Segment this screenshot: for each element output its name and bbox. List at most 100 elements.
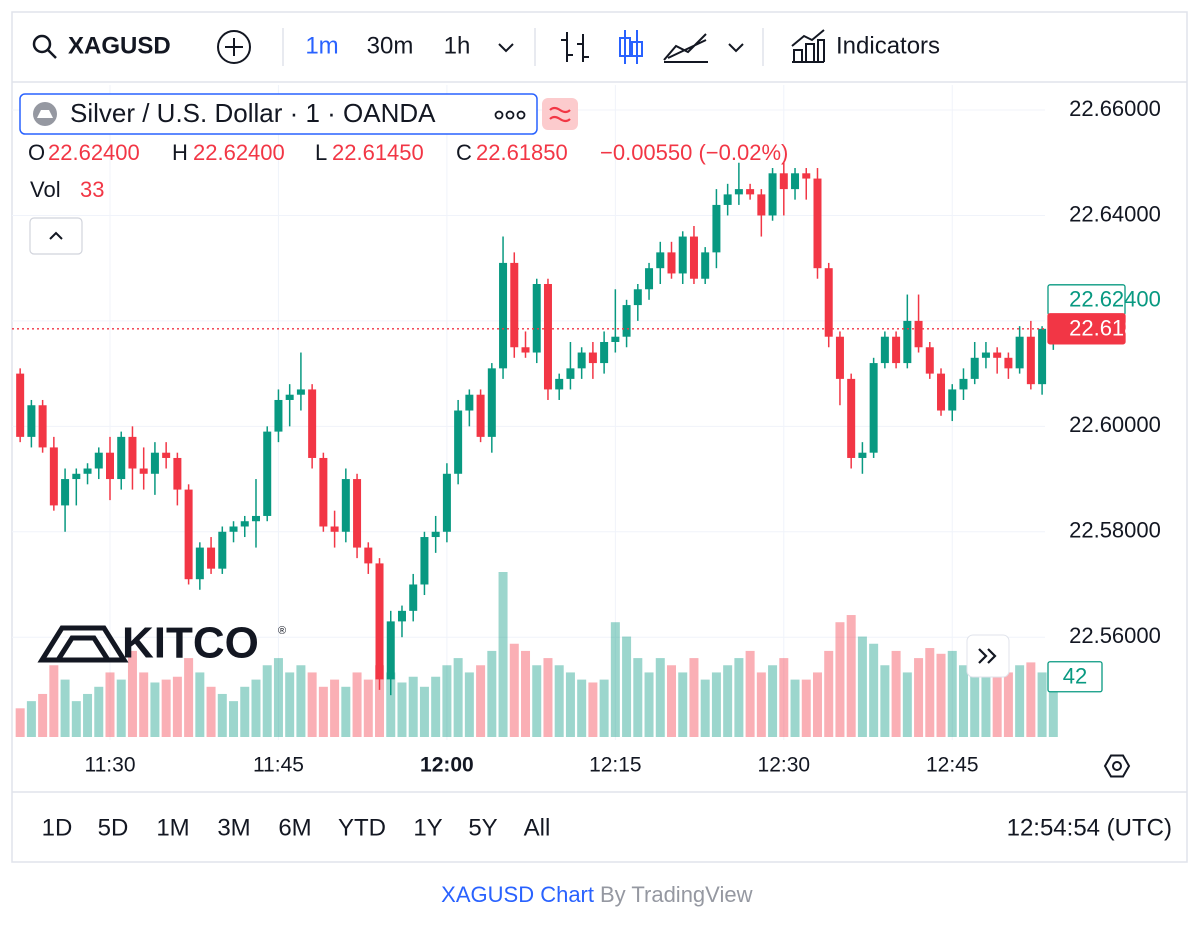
grid bbox=[12, 85, 1045, 740]
candle-body bbox=[117, 436, 126, 480]
volume-bar bbox=[565, 672, 575, 737]
search-icon[interactable] bbox=[32, 34, 52, 54]
volume-bar bbox=[947, 650, 957, 737]
volume-bar bbox=[992, 665, 1002, 737]
candle-body bbox=[386, 621, 395, 680]
volume-bar bbox=[464, 672, 474, 737]
volume-bar bbox=[700, 679, 710, 737]
footer-link[interactable]: XAGUSD Chart bbox=[441, 882, 594, 907]
volume-bar bbox=[577, 679, 587, 737]
range-button[interactable]: YTD bbox=[338, 814, 386, 841]
volume-bar bbox=[273, 658, 283, 737]
volume-key: Vol bbox=[30, 177, 61, 202]
symbol-box[interactable] bbox=[19, 93, 538, 135]
x-tick-label: 12:00 bbox=[420, 754, 474, 777]
plus-icon bbox=[225, 38, 243, 56]
ohlc-value: 22.62400 bbox=[48, 140, 140, 165]
range-button[interactable]: 6M bbox=[278, 814, 311, 841]
volume-bar bbox=[352, 672, 362, 737]
volume-bar bbox=[296, 665, 306, 737]
volume-bar bbox=[667, 665, 676, 737]
collapse-legend[interactable] bbox=[29, 217, 83, 255]
volume-bar bbox=[1003, 672, 1013, 737]
candle-body bbox=[454, 410, 463, 474]
candle-body bbox=[903, 320, 912, 364]
symbol-logo-mark bbox=[37, 110, 53, 118]
interval[interactable]: 30m bbox=[367, 32, 414, 59]
candles-style[interactable] bbox=[619, 37, 631, 57]
candle-body bbox=[442, 473, 451, 532]
x-tick-label: 12:15 bbox=[589, 754, 642, 777]
candle-body bbox=[184, 489, 193, 580]
y-tick-label: 22.60000 bbox=[1069, 412, 1161, 437]
scroll-to-realtime[interactable] bbox=[966, 634, 1010, 678]
candle-body bbox=[813, 178, 822, 269]
interval[interactable]: 1h bbox=[444, 32, 471, 59]
candle-body bbox=[678, 236, 687, 274]
volume-bar bbox=[768, 665, 778, 737]
price-label: 22.62400 bbox=[1069, 287, 1161, 312]
candle-body bbox=[72, 473, 81, 480]
symbol[interactable]: XAGUSD bbox=[68, 32, 171, 59]
candle-body bbox=[375, 563, 384, 680]
candle-body bbox=[487, 368, 496, 437]
market-status[interactable] bbox=[542, 98, 578, 130]
candle-body bbox=[397, 610, 406, 622]
range-button[interactable]: 3M bbox=[217, 814, 250, 841]
indicators-button[interactable]: Indicators bbox=[836, 32, 940, 59]
range-button[interactable]: 5Y bbox=[468, 814, 497, 841]
interval-menu[interactable] bbox=[498, 43, 514, 53]
volume-bar bbox=[386, 672, 396, 737]
x-tick-label: 12:30 bbox=[758, 754, 811, 777]
volume-bar bbox=[835, 622, 845, 737]
y-tick-label: 22.64000 bbox=[1069, 201, 1161, 226]
volume-bar bbox=[49, 665, 59, 737]
volume-bar bbox=[756, 672, 766, 737]
volume-bar bbox=[678, 672, 688, 737]
ohlc-value: 22.61450 bbox=[332, 140, 424, 165]
candle-body bbox=[847, 378, 856, 458]
volume-bar bbox=[970, 658, 980, 737]
compare-button[interactable] bbox=[217, 30, 251, 64]
volume-bar bbox=[599, 679, 609, 737]
candle-body bbox=[981, 352, 990, 358]
candle-body bbox=[993, 352, 1002, 358]
volume-bar bbox=[161, 679, 171, 737]
candle-body bbox=[869, 363, 878, 453]
candle-body bbox=[802, 173, 811, 179]
interval[interactable]: 1m bbox=[305, 32, 338, 59]
dot bbox=[516, 110, 526, 120]
candle-body bbox=[791, 173, 800, 190]
candle-body bbox=[1004, 357, 1013, 369]
candle-body bbox=[746, 189, 755, 195]
volume-label-box bbox=[1047, 661, 1103, 693]
watermark: KITCO ® bbox=[37, 619, 286, 668]
area-style[interactable] bbox=[663, 33, 708, 63]
range-button[interactable]: All bbox=[524, 814, 551, 841]
range-button[interactable]: 1M bbox=[156, 814, 189, 841]
range-button[interactable]: 1D bbox=[42, 814, 73, 841]
range-button[interactable]: 1Y bbox=[413, 814, 442, 841]
volume-bar bbox=[532, 665, 542, 737]
candle-body bbox=[106, 452, 114, 480]
candle-body bbox=[925, 347, 934, 374]
volume-value: 33 bbox=[80, 177, 104, 202]
candle-body bbox=[465, 394, 474, 411]
candle-body bbox=[285, 394, 294, 400]
candle-body bbox=[622, 305, 631, 337]
candle-body bbox=[723, 194, 732, 205]
style-menu[interactable] bbox=[728, 43, 744, 53]
candle-body bbox=[892, 336, 901, 364]
ohlc-key: L bbox=[315, 140, 327, 165]
clock: 12:54:54 (UTC) bbox=[1007, 814, 1172, 841]
volume-bar bbox=[453, 658, 463, 737]
range-button[interactable]: 5D bbox=[98, 814, 129, 841]
axis-settings[interactable] bbox=[1103, 754, 1131, 778]
double-chevron bbox=[978, 648, 997, 664]
volume-bar bbox=[846, 615, 856, 737]
candle-body bbox=[566, 368, 575, 379]
candle-body bbox=[712, 204, 721, 253]
more-button[interactable] bbox=[494, 110, 526, 120]
bars-style[interactable] bbox=[561, 32, 589, 62]
